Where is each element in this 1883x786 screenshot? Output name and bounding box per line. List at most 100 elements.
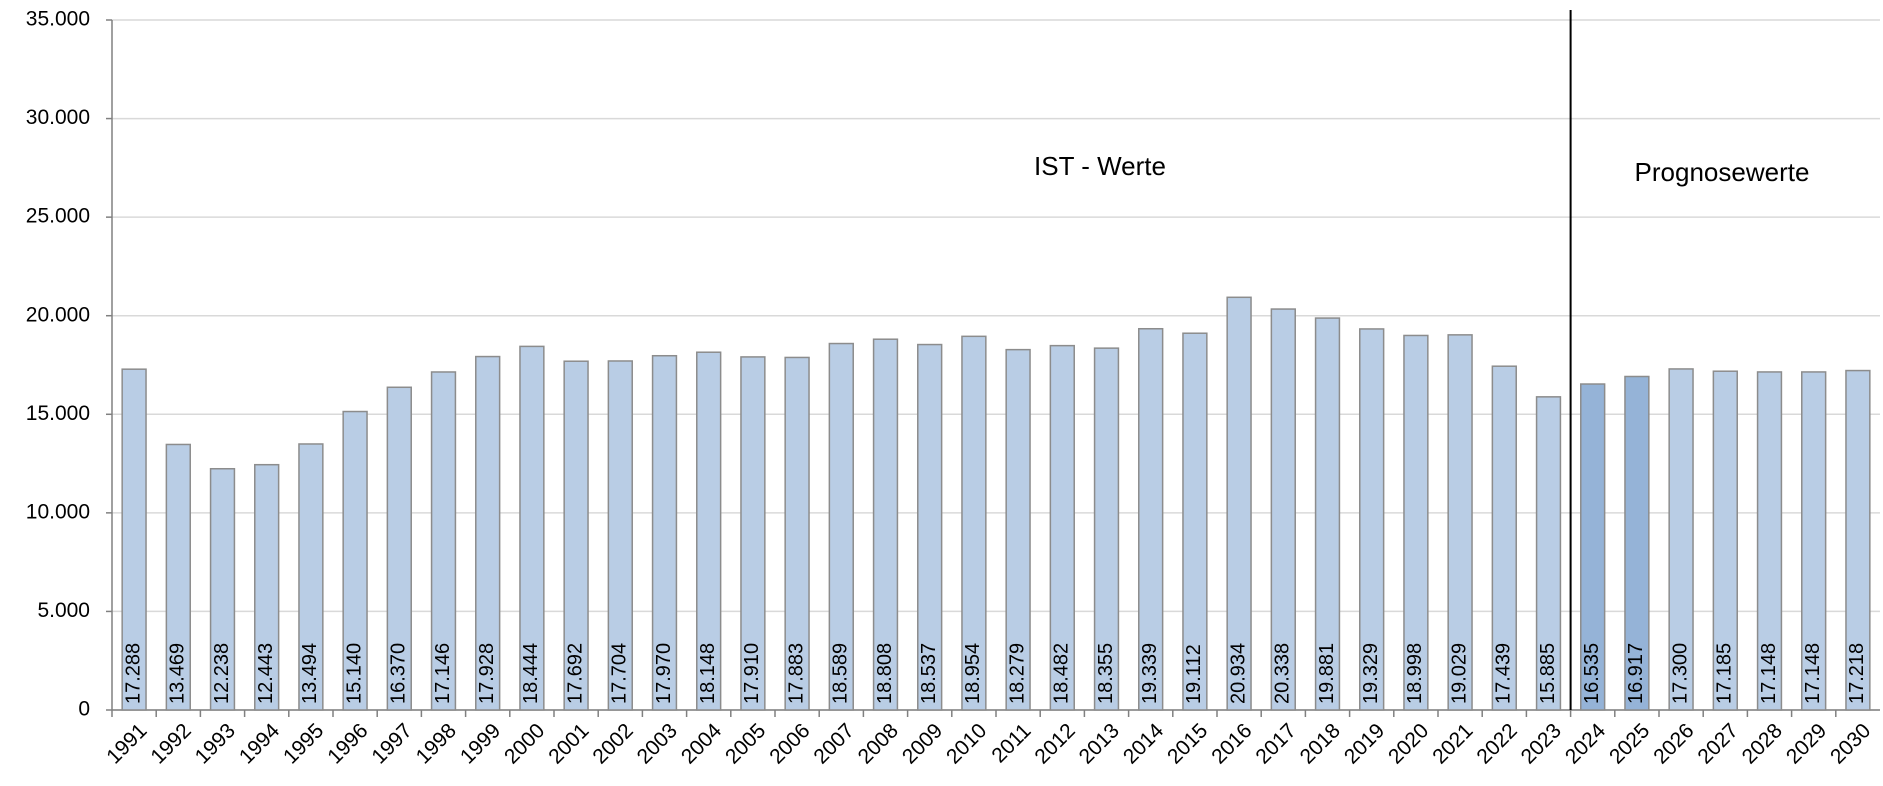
y-tick-label: 35.000 — [26, 8, 90, 31]
bar — [1359, 328, 1385, 711]
bar — [1270, 308, 1296, 711]
value-label: 17.692 — [564, 643, 586, 704]
bar — [430, 371, 457, 711]
bar — [1049, 344, 1075, 711]
bar — [872, 338, 899, 711]
bar — [1093, 347, 1120, 711]
bar — [165, 443, 191, 711]
y-tick-label: 15.000 — [26, 402, 90, 425]
bar — [121, 368, 147, 711]
x-tick-label: 2000 — [500, 719, 549, 768]
bar — [1138, 327, 1164, 711]
bar — [651, 354, 678, 711]
bar — [828, 342, 854, 711]
bar — [1182, 332, 1208, 711]
x-tick-label: 2015 — [1163, 719, 1212, 768]
x-tick-label: 1993 — [191, 719, 240, 768]
value-label: 17.883 — [785, 643, 807, 704]
value-label: 20.934 — [1227, 643, 1249, 704]
value-label: 17.288 — [122, 643, 144, 704]
annotation: Prognosewerte — [1635, 157, 1810, 187]
bar — [519, 345, 545, 711]
x-tick-label: 2014 — [1119, 719, 1169, 769]
value-label: 16.535 — [1581, 643, 1603, 704]
value-label: 17.146 — [432, 643, 454, 704]
x-tick-label: 2005 — [721, 719, 770, 768]
x-tick-label: 2017 — [1251, 719, 1300, 768]
annotation: IST - Werte — [1034, 151, 1166, 181]
x-tick-label: 2016 — [1207, 719, 1256, 768]
x-tick-label: 1999 — [456, 719, 505, 768]
x-tick-label: 2026 — [1649, 719, 1698, 768]
value-label: 18.444 — [520, 643, 542, 704]
bar — [1668, 368, 1694, 711]
x-tick-label: 2011 — [987, 719, 1035, 767]
bar — [1226, 296, 1252, 711]
value-label: 13.494 — [299, 643, 321, 704]
x-tick-label: 2024 — [1561, 719, 1611, 769]
value-label: 19.029 — [1448, 643, 1470, 704]
bar — [254, 463, 280, 711]
bar — [1491, 365, 1517, 711]
value-label: 18.537 — [918, 643, 940, 704]
bar — [1624, 375, 1650, 711]
value-label: 13.469 — [167, 643, 189, 704]
bar — [1712, 370, 1738, 711]
value-label: 15.885 — [1537, 643, 1559, 704]
value-label: 16.370 — [388, 643, 410, 704]
bar — [1447, 334, 1473, 711]
x-tick-label: 2030 — [1826, 719, 1875, 768]
bar — [917, 343, 943, 711]
x-tick-label: 2006 — [765, 719, 814, 768]
x-tick-label: 2018 — [1296, 719, 1345, 768]
x-tick-label: 2002 — [588, 719, 637, 768]
value-label: 18.482 — [1051, 643, 1073, 704]
x-tick-label: 1996 — [323, 719, 372, 768]
value-label: 19.881 — [1316, 643, 1338, 704]
y-tick-label: 25.000 — [26, 205, 90, 228]
bar — [563, 360, 589, 711]
y-tick-label: 0 — [78, 698, 90, 721]
x-tick-label: 2012 — [1030, 719, 1079, 768]
bar — [1580, 383, 1606, 711]
bar — [1403, 334, 1429, 711]
x-tick-label: 2008 — [854, 719, 903, 768]
value-label: 17.185 — [1714, 643, 1736, 704]
x-tick-label: 2013 — [1075, 719, 1124, 768]
value-label: 12.443 — [255, 643, 277, 704]
value-label: 19.329 — [1360, 643, 1382, 704]
bar — [696, 351, 722, 711]
x-tick-label: 2021 — [1428, 719, 1477, 768]
bar — [1801, 371, 1827, 711]
bar — [1845, 369, 1871, 711]
value-label: 17.970 — [653, 643, 675, 704]
x-tick-label: 2004 — [677, 719, 727, 769]
value-label: 20.338 — [1272, 643, 1294, 704]
value-label: 17.148 — [1758, 643, 1780, 704]
value-label: 18.954 — [962, 643, 984, 704]
x-tick-label: 2020 — [1384, 719, 1433, 768]
value-label: 15.140 — [343, 643, 365, 704]
value-label: 18.589 — [830, 643, 852, 704]
y-tick-label: 30.000 — [26, 106, 90, 129]
bar — [1005, 348, 1031, 711]
y-tick-label: 5.000 — [37, 599, 90, 622]
bar — [1314, 317, 1341, 711]
value-label: 18.355 — [1095, 643, 1117, 704]
value-label: 17.148 — [1802, 643, 1824, 704]
bar — [475, 355, 501, 711]
bar — [342, 410, 368, 711]
y-tick-label: 10.000 — [26, 500, 90, 523]
bar — [1756, 371, 1783, 711]
x-tick-label: 2025 — [1605, 719, 1654, 768]
value-label: 18.279 — [1006, 643, 1028, 704]
value-label: 17.704 — [609, 643, 631, 704]
x-tick-label: 2001 — [544, 719, 593, 768]
x-tick-label: 1995 — [279, 719, 328, 768]
bar — [961, 335, 987, 711]
bar — [298, 443, 324, 711]
bar — [740, 356, 766, 711]
y-tick-label: 20.000 — [26, 303, 90, 326]
bar — [607, 360, 633, 711]
value-label: 17.928 — [476, 643, 498, 704]
